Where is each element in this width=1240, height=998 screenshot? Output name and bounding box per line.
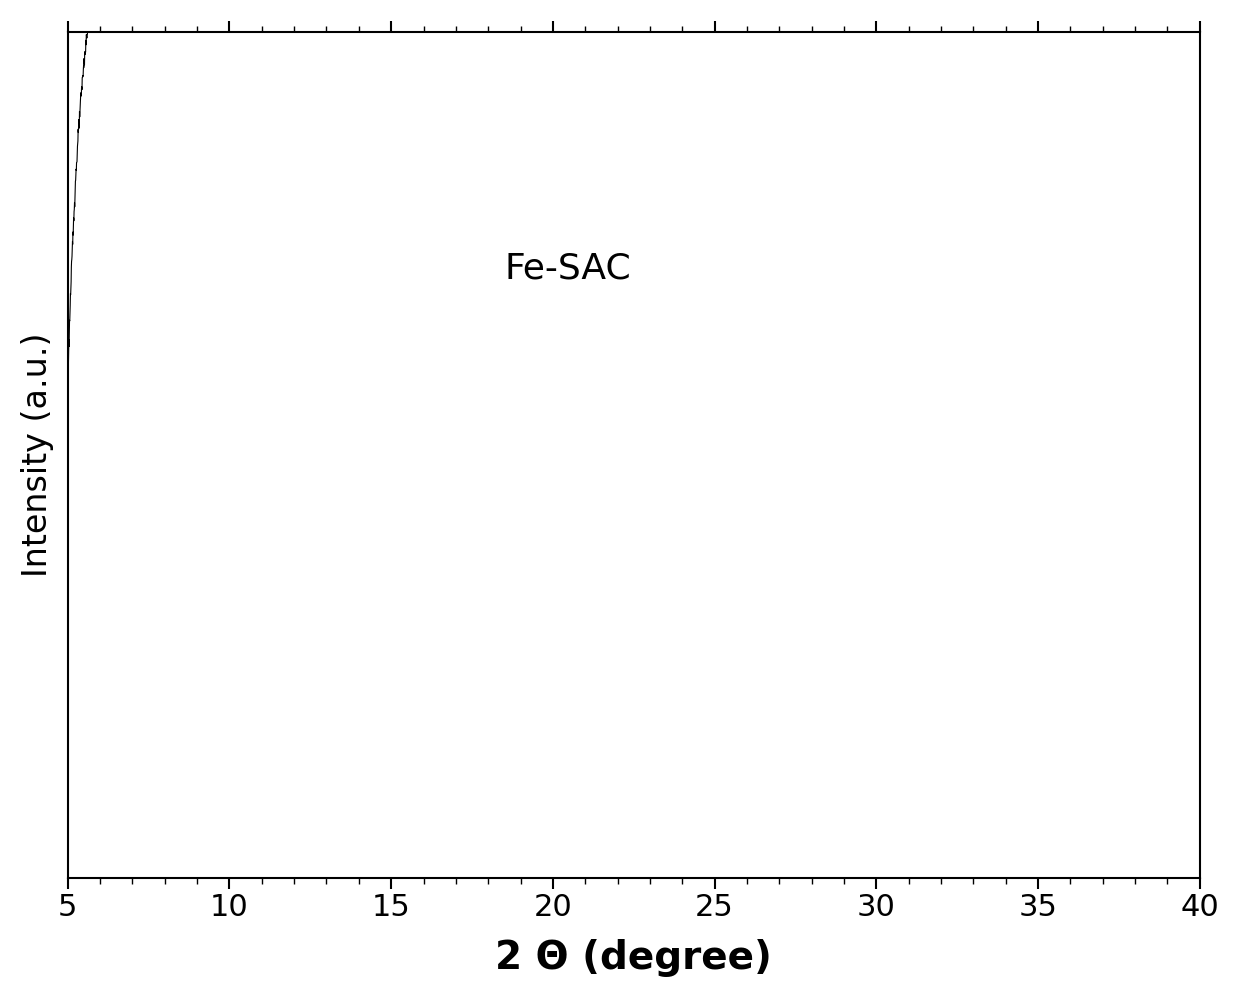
Y-axis label: Intensity (a.u.): Intensity (a.u.) <box>21 332 53 577</box>
Text: Fe-SAC: Fe-SAC <box>505 251 631 285</box>
X-axis label: 2 Θ (degree): 2 Θ (degree) <box>495 939 773 977</box>
